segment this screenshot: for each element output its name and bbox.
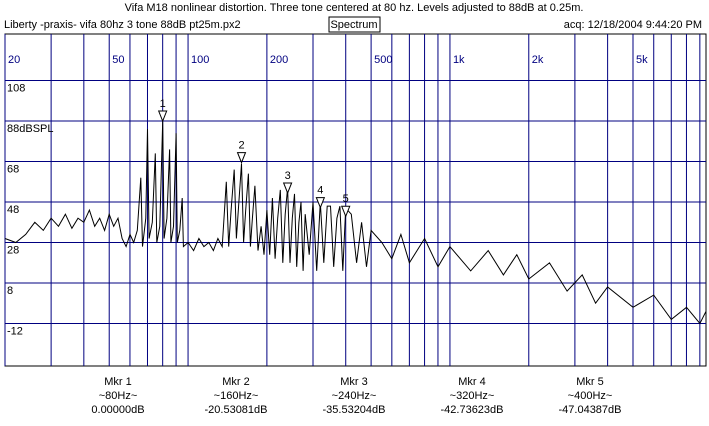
marker-number: 1 — [160, 98, 166, 110]
marker-level: 0.00000dB — [91, 404, 144, 416]
marker-number: 4 — [317, 184, 323, 196]
x-tick-label: 100 — [191, 54, 209, 66]
y-tick-label: 88dBSPL — [7, 123, 53, 135]
marker-triangle — [282, 182, 293, 195]
marker-triangle — [157, 110, 168, 123]
y-tick-label: 68 — [7, 163, 19, 175]
marker-freq: ~320Hz~ — [450, 390, 495, 402]
marker-number: 3 — [285, 170, 291, 182]
x-tick-label: 20 — [8, 54, 20, 66]
acquired: acq: 12/18/2004 9:44:20 PM — [564, 19, 702, 31]
marker-level: -47.04387dB — [559, 404, 622, 416]
x-tick-label: 500 — [374, 54, 392, 66]
marker-freq: ~400Hz~ — [568, 390, 613, 402]
marker-triangle — [236, 152, 247, 164]
y-tick-label: 28 — [7, 244, 19, 256]
x-tick-label: 1k — [453, 54, 465, 66]
marker-number: 5 — [343, 193, 349, 205]
x-tick-label: 50 — [112, 54, 124, 66]
view-label: Spectrum — [330, 19, 377, 31]
y-tick-label: 48 — [7, 204, 19, 216]
chart-title: Vifa M18 nonlinear distortion. Three ton… — [125, 2, 584, 14]
marker-freq: ~80Hz~ — [99, 390, 138, 402]
y-tick-label: 108 — [7, 82, 25, 94]
marker-freq: ~160Hz~ — [214, 390, 259, 402]
marker-name: Mkr 5 — [576, 376, 604, 388]
file-label: Liberty -praxis- vifa 80hz 3 tone 88dB p… — [4, 19, 241, 31]
x-tick-label: 2k — [532, 54, 544, 66]
marker-freq: ~240Hz~ — [332, 390, 377, 402]
x-tick-label: 5k — [636, 54, 648, 66]
x-tick-label: 200 — [270, 54, 288, 66]
y-tick-label: 8 — [7, 285, 13, 297]
marker-name: Mkr 3 — [340, 376, 368, 388]
marker-level: -42.73623dB — [441, 404, 504, 416]
marker-level: -35.53204dB — [323, 404, 386, 416]
marker-triangle — [340, 205, 351, 218]
view-box — [328, 16, 381, 33]
marker-number: 2 — [238, 140, 244, 152]
spectrum-line — [4, 120, 707, 325]
marker-name: Mkr 2 — [222, 376, 250, 388]
marker-triangle — [315, 197, 326, 209]
y-tick-label: -12 — [7, 325, 23, 337]
marker-name: Mkr 1 — [104, 376, 132, 388]
marker-name: Mkr 4 — [458, 376, 486, 388]
marker-level: -20.53081dB — [205, 404, 268, 416]
